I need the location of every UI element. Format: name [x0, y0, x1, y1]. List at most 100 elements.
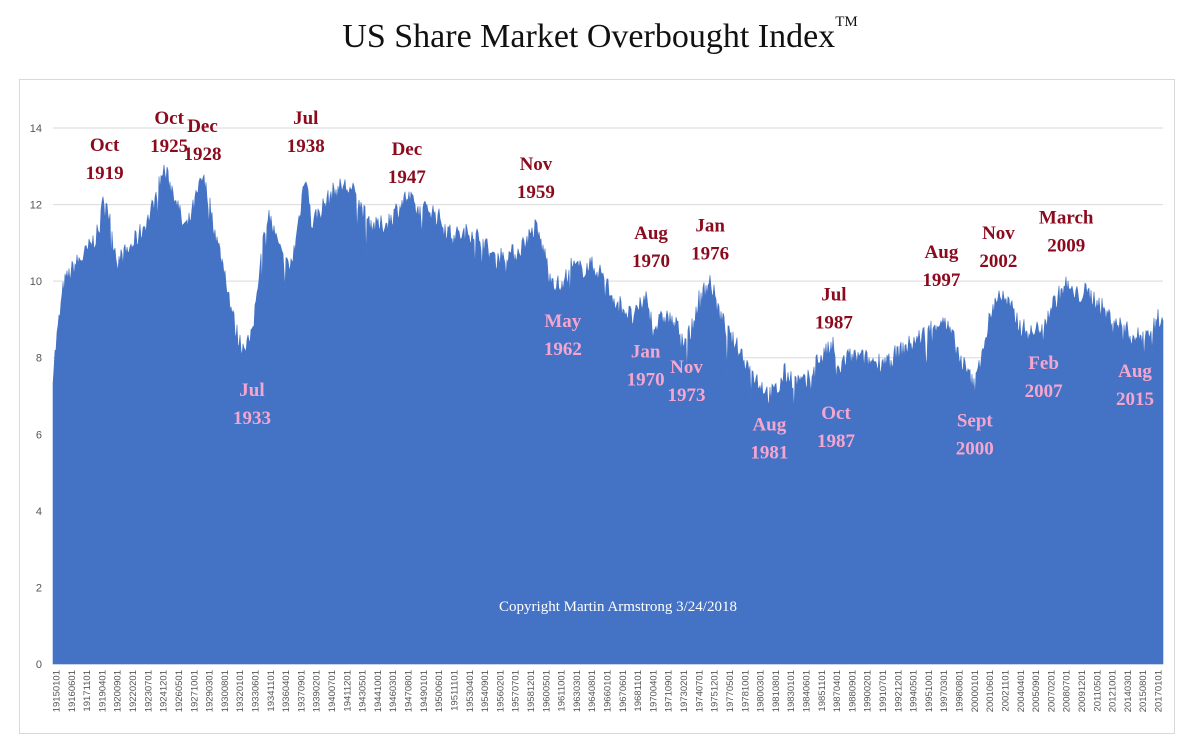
- peak-label-month: Aug: [634, 223, 668, 244]
- x-tick-label: 19490101: [419, 670, 430, 712]
- peak-label: Nov 2002: [979, 223, 1017, 272]
- x-tick-label: 19370901: [296, 670, 307, 712]
- x-tick-label: 19840601: [801, 670, 812, 712]
- x-tick-label: 19670601: [618, 670, 629, 712]
- x-tick-label: 19681101: [633, 670, 644, 712]
- peak-label-month: Oct: [154, 108, 184, 129]
- plot-frame: [19, 79, 1175, 734]
- trough-label: Sept 2000: [956, 411, 994, 460]
- x-tick-label: 19600501: [541, 670, 552, 712]
- series-area-path: [52, 164, 1164, 665]
- x-axis: 19150101 19160601 19171101 19190401 19200901…: [52, 670, 1165, 712]
- trough-label-month: Oct: [821, 403, 851, 424]
- x-tick-label: 19581201: [526, 670, 537, 712]
- trough-label-month: Nov: [670, 357, 703, 378]
- trough-label-year: 2000: [956, 439, 994, 460]
- chart-title: US Share Market Overbought IndexTM: [0, 14, 1200, 56]
- x-tick-label: 19730201: [679, 670, 690, 712]
- x-tick-label: 19540901: [480, 670, 491, 712]
- x-tick-label: 19230701: [143, 670, 154, 712]
- x-tick-label: 19770501: [725, 670, 736, 712]
- trough-label-year: 1987: [817, 431, 856, 452]
- x-tick-label: 19810801: [771, 670, 782, 712]
- x-tick-label: 20170101: [1154, 670, 1165, 712]
- trough-label: Aug 2015: [1116, 361, 1154, 410]
- x-tick-label: 19220201: [128, 670, 139, 712]
- x-tick-label: 19880901: [847, 670, 858, 712]
- x-tick-label: 19570701: [511, 670, 522, 712]
- y-axis: 0 2 4 6 8 10 12 14: [30, 123, 42, 671]
- x-tick-label: 19470801: [404, 670, 415, 712]
- peak-label-year: 1959: [517, 182, 555, 203]
- x-tick-label: 20040401: [1016, 670, 1027, 712]
- trough-label: Jan 1970: [627, 342, 665, 391]
- peak-label-month: Aug: [925, 242, 959, 263]
- y-tick-label: 6: [36, 429, 42, 441]
- trough-label-month: Sept: [957, 411, 994, 432]
- trough-label-month: Jul: [239, 380, 264, 401]
- peak-label-year: 1925: [150, 136, 188, 157]
- x-tick-label: 19241201: [159, 670, 170, 712]
- trough-label-month: Aug: [752, 414, 786, 435]
- trough-label-month: Aug: [1118, 361, 1152, 382]
- x-tick-label: 19260501: [174, 670, 185, 712]
- peak-label-year: 2009: [1047, 236, 1085, 257]
- trough-label: Jul 1933: [233, 380, 271, 429]
- x-tick-label: 19751201: [710, 670, 721, 712]
- y-tick-label: 2: [36, 582, 42, 594]
- trough-label-month: May: [544, 311, 581, 332]
- x-tick-label: 19660101: [603, 670, 614, 712]
- y-tick-label: 0: [36, 659, 42, 671]
- x-tick-label: 19980801: [955, 670, 966, 712]
- x-tick-label: 19190401: [97, 670, 108, 712]
- x-tick-label: 19800301: [756, 670, 767, 712]
- x-tick-label: 19511101: [449, 670, 460, 711]
- peak-label-month: Jul: [293, 108, 318, 129]
- x-tick-label: 19271001: [189, 670, 200, 712]
- peak-label-month: Oct: [90, 135, 120, 156]
- peak-label: Oct 1925: [150, 108, 188, 157]
- x-tick-label: 19781001: [740, 670, 751, 712]
- x-tick-label: 19611001: [557, 670, 568, 712]
- peak-label: Nov 1959: [517, 154, 555, 203]
- chart-title-text: US Share Market Overbought Index: [342, 18, 836, 55]
- peak-label: Dec 1928: [184, 116, 222, 165]
- peak-label: March 2009: [1039, 208, 1094, 257]
- trough-label-year: 1973: [668, 385, 706, 406]
- peak-label: Aug 1970: [632, 223, 670, 272]
- y-tick-label: 14: [30, 123, 42, 135]
- trough-label: Nov 1973: [668, 357, 706, 406]
- peak-label: Oct 1919: [86, 135, 124, 184]
- x-tick-label: 19390201: [312, 670, 323, 712]
- peak-label: Jul 1987: [815, 284, 854, 333]
- peak-label-year: 1947: [388, 167, 427, 188]
- x-tick-label: 20150801: [1138, 670, 1149, 712]
- peak-label-year: 1928: [184, 144, 222, 165]
- x-tick-label: 20121001: [1108, 670, 1119, 712]
- x-tick-label: 20080701: [1062, 670, 1073, 712]
- x-tick-label: 19430501: [358, 670, 369, 712]
- peak-label-year: 1938: [287, 136, 325, 157]
- peak-label-year: 1919: [86, 163, 124, 184]
- x-tick-label: 19200901: [113, 670, 124, 712]
- trough-label-year: 1981: [750, 442, 788, 463]
- y-tick-label: 8: [36, 353, 42, 365]
- x-tick-label: 19500601: [434, 670, 445, 712]
- x-tick-label: 19330601: [250, 670, 261, 712]
- trough-label-year: 1970: [627, 370, 665, 391]
- peak-label: Jul 1938: [287, 108, 325, 157]
- x-tick-label: 19700401: [648, 670, 659, 712]
- x-tick-label: 20010601: [985, 670, 996, 712]
- x-tick-label: 19171101: [82, 670, 93, 712]
- x-tick-label: 19150101: [52, 670, 63, 712]
- peak-label-year: 1976: [691, 243, 729, 264]
- peak-label-month: Dec: [187, 116, 218, 137]
- x-tick-label: 20050901: [1031, 670, 1042, 712]
- x-tick-label: 19441001: [373, 670, 384, 712]
- trough-label: Oct 1987: [817, 403, 856, 452]
- peak-label: Aug 1997: [922, 242, 961, 291]
- x-tick-label: 19460301: [388, 670, 399, 712]
- peak-label-month: Dec: [392, 139, 423, 160]
